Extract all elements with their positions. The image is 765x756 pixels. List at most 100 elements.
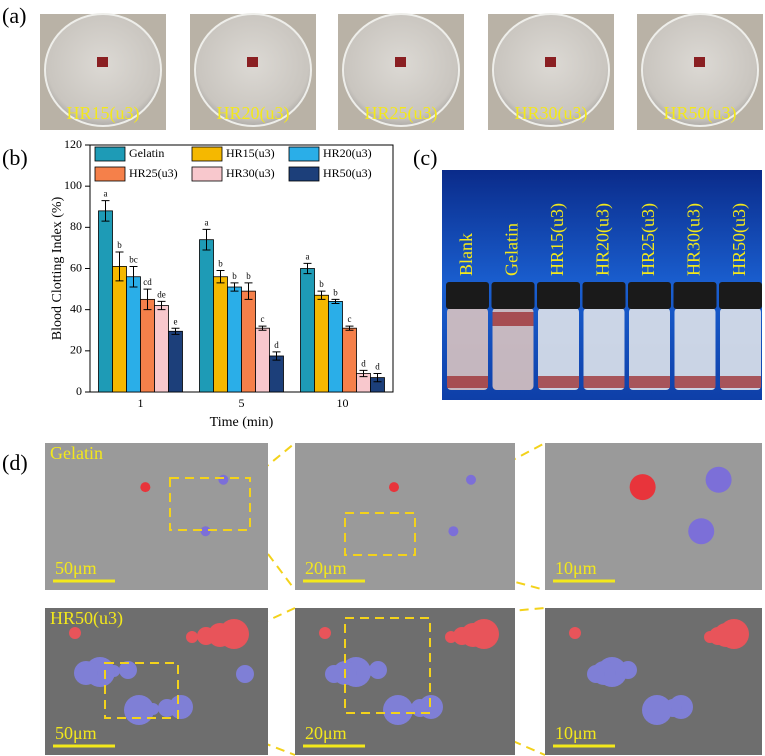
error-bar (157, 300, 166, 311)
bar (140, 298, 155, 393)
error-bar (216, 270, 225, 284)
cell (448, 526, 459, 537)
legend-label: Gelatin (129, 146, 164, 160)
bar (154, 305, 169, 393)
vial-body (629, 308, 670, 390)
vial-cap (719, 282, 762, 309)
sample (545, 57, 556, 67)
vial-cap (537, 282, 580, 309)
significance-label: d (274, 340, 279, 350)
zoom-box (344, 512, 416, 556)
cell-cluster (119, 661, 137, 679)
dish (194, 13, 312, 127)
cell (389, 482, 399, 493)
cell-cluster (208, 623, 232, 647)
significance-label: e (174, 316, 178, 326)
bar (98, 210, 113, 393)
error-bar (143, 288, 152, 311)
scale-label: 10μm (555, 558, 597, 578)
photo-label: HR20(u3) (217, 103, 290, 124)
error-bar (258, 325, 267, 331)
cell-cluster (69, 627, 81, 639)
y-tick-label: 0 (76, 384, 82, 398)
sample-label: Gelatin (50, 443, 103, 463)
bar (269, 355, 284, 393)
error-bar (171, 327, 180, 335)
error-bar (272, 351, 281, 361)
sample-label: HR50(u3) (50, 608, 123, 629)
error-bar (317, 290, 326, 300)
panel-label: (a) (2, 3, 26, 28)
significance-label: cd (143, 277, 152, 287)
cell (629, 474, 656, 501)
bar (168, 330, 183, 393)
bar (227, 286, 242, 393)
panel-label: (b) (2, 145, 28, 170)
vial-label: HR30(u3) (684, 203, 705, 276)
cell-cluster (587, 665, 605, 683)
photo-label: HR30(u3) (515, 103, 588, 124)
sem-image (45, 443, 268, 590)
cell-cluster (319, 627, 331, 639)
y-tick-label: 100 (64, 178, 82, 192)
significance-label: a (205, 217, 209, 227)
x-axis-label: Time (min) (210, 415, 274, 430)
bar (314, 294, 329, 393)
photo-label: HR15(u3) (67, 103, 140, 124)
cell (688, 518, 715, 545)
significance-label: b (333, 287, 338, 297)
error-bar (345, 325, 354, 331)
legend-swatch (191, 146, 223, 162)
bar (213, 276, 228, 393)
cell (218, 474, 229, 485)
blood (720, 376, 761, 388)
significance-label: b (218, 259, 223, 269)
vial-label: Blank (456, 233, 476, 276)
significance-label: bc (129, 255, 138, 265)
sample (247, 57, 258, 67)
blood (492, 312, 534, 326)
photo-label: HR25(u3) (365, 103, 438, 124)
blood (674, 376, 716, 388)
bar (328, 301, 343, 393)
legend-label: HR25(u3) (129, 166, 178, 180)
vial-body (492, 308, 534, 390)
vial-cap (446, 282, 489, 309)
cell-cluster (569, 627, 581, 639)
cell-cluster (453, 627, 471, 645)
error-bar (202, 228, 211, 251)
y-tick-label: 60 (70, 260, 82, 274)
bar (199, 239, 214, 393)
bar (126, 276, 141, 393)
significance-label: b (319, 279, 324, 289)
blood (447, 376, 488, 388)
legend-label: HR50(u3) (323, 166, 372, 180)
panel-label: (c) (413, 145, 437, 170)
significance-label: b (117, 240, 122, 250)
cell (705, 466, 732, 493)
vial-cap (673, 282, 717, 309)
legend-label: HR30(u3) (226, 166, 275, 180)
significance-label: d (375, 362, 380, 372)
legend-swatch (191, 166, 223, 182)
x-tick-label: 5 (239, 396, 245, 410)
y-axis-label: Blood Clotting Index (%) (50, 196, 65, 340)
bar (300, 268, 315, 393)
y-tick-label: 20 (70, 343, 82, 357)
legend-swatch (94, 166, 126, 182)
sample (395, 57, 406, 67)
blood (538, 376, 579, 388)
cell (466, 474, 476, 485)
dish (44, 13, 162, 127)
vial-label: HR15(u3) (547, 203, 568, 276)
legend-swatch (94, 146, 126, 162)
significance-label: c (348, 314, 352, 324)
cell-cluster (74, 661, 98, 685)
cell-cluster (704, 631, 716, 643)
scale-label: 50μm (55, 723, 97, 743)
error-bar (359, 369, 368, 378)
vial-label: Gelatin (502, 223, 522, 276)
vial-label: HR20(u3) (593, 203, 614, 276)
cell-cluster (197, 627, 215, 645)
